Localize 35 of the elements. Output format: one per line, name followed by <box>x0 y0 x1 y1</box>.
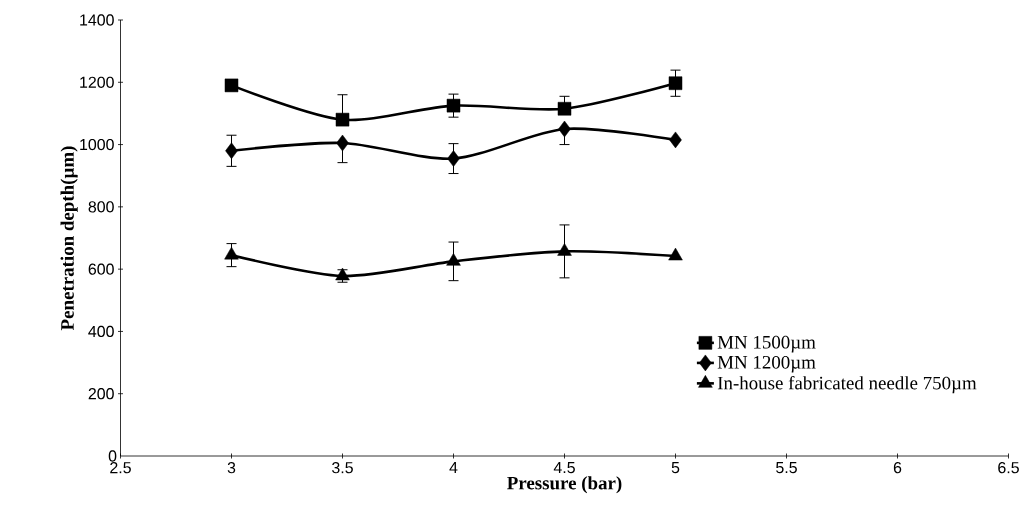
point <box>668 76 683 90</box>
x-tick-label: 3.5 <box>332 462 353 474</box>
x-tick-label: 5.5 <box>776 462 797 474</box>
x-tick-label: 2.5 <box>110 462 131 474</box>
y-tick-label: 1200 <box>80 76 114 88</box>
point <box>557 102 572 116</box>
y-tick-label: 600 <box>88 263 114 275</box>
y-tick-label: 0 <box>108 450 117 462</box>
x-axis-title: Pressure (bar) <box>507 476 622 494</box>
point <box>447 150 460 167</box>
x-tick-label: 3 <box>227 462 236 474</box>
y-tick-label: 800 <box>88 201 114 213</box>
point <box>446 98 461 113</box>
y-tick-label: 200 <box>88 388 114 400</box>
x-tick-label: 6 <box>893 462 902 474</box>
point <box>225 142 238 160</box>
x-tick-label: 4 <box>449 462 458 473</box>
point <box>558 120 571 138</box>
point <box>557 243 572 256</box>
x-tick-label: 4.5 <box>553 462 575 474</box>
legend-label: MN 1500µm <box>717 335 816 353</box>
legend-label: In-house fabricated needle 750µm <box>717 375 977 394</box>
y-tick-label: 1000 <box>80 138 114 151</box>
point <box>668 247 683 261</box>
point <box>336 134 349 152</box>
legend-label: MN 1200µm <box>717 355 816 373</box>
point <box>224 78 239 93</box>
point <box>669 131 682 149</box>
y-axis-title: Penetration depth(µm) <box>60 146 78 331</box>
point <box>335 112 350 127</box>
point <box>446 253 461 266</box>
y-tick-label: 1400 <box>80 14 114 26</box>
x-tick-label: 5 <box>671 462 680 474</box>
y-tick-label: 400 <box>88 325 114 338</box>
x-tick-label: 6.5 <box>998 462 1019 474</box>
